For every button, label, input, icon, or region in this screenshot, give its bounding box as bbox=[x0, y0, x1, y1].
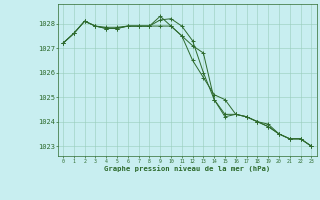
X-axis label: Graphe pression niveau de la mer (hPa): Graphe pression niveau de la mer (hPa) bbox=[104, 165, 270, 172]
